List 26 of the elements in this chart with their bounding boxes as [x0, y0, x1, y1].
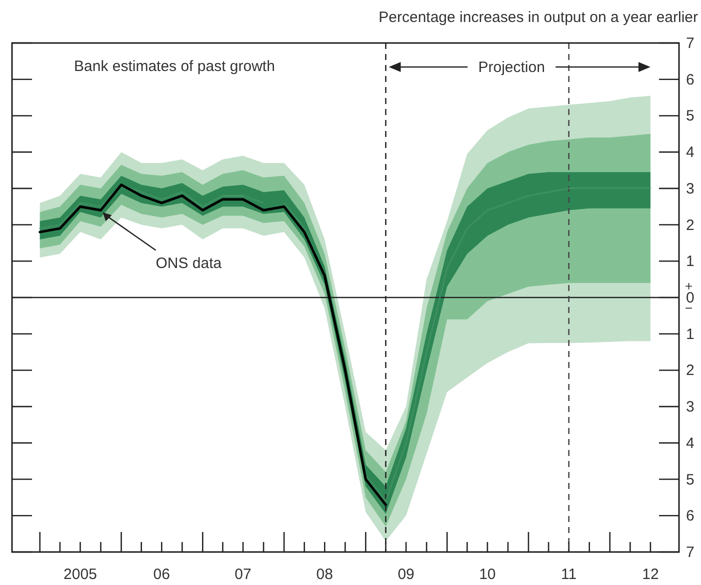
x-tick-label: 08: [316, 566, 333, 583]
y-tick-label: 3: [686, 398, 694, 416]
y-tick-label: 1: [686, 326, 694, 343]
y-tick-label: 3: [686, 180, 694, 198]
x-tick-label: 07: [234, 566, 252, 583]
y-tick-label: 5: [686, 471, 694, 488]
text: ONS data: [156, 255, 222, 272]
y-tick-label: 6: [686, 508, 694, 525]
x-tick-label: 12: [642, 566, 659, 583]
x-tick-label: 09: [398, 566, 414, 583]
y-tick-label: 5: [686, 108, 694, 125]
x-tick-label: 06: [153, 566, 170, 583]
y-tick-label: 7: [686, 35, 694, 52]
y-tick-label: 1: [686, 253, 694, 270]
y-tick-label: 2: [686, 216, 694, 234]
y-tick-label: 4: [686, 144, 694, 162]
y-tick-label: 7: [686, 544, 694, 561]
x-tick-label: 2005: [64, 566, 97, 583]
y-tick-label: 4: [686, 434, 694, 452]
annotation: Projection: [478, 59, 545, 76]
x-tick-label: 10: [479, 566, 496, 583]
y-tick-label: 2: [686, 362, 694, 380]
y-tick-label: 6: [686, 71, 694, 88]
annotation: Bank estimates of past growth: [74, 58, 275, 75]
x-tick-label: 11: [561, 566, 577, 583]
y-axis-title: Percentage increases in output on a year earlier: [378, 9, 698, 26]
